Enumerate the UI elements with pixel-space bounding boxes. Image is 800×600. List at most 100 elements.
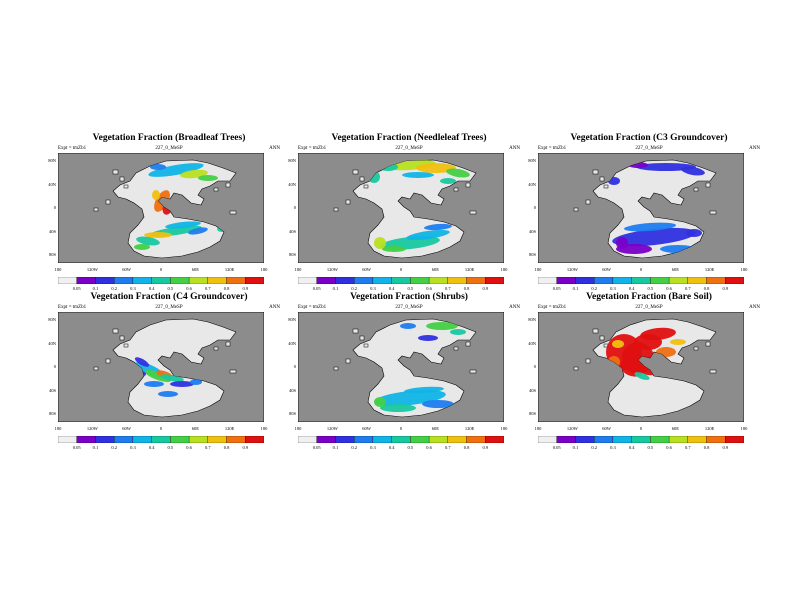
vegetation-patch: [198, 175, 218, 181]
vegetation-field: [374, 322, 466, 412]
vegetation-patch: [422, 400, 454, 408]
island-outline: [585, 358, 591, 364]
colorbar-tick-label: 0.3: [370, 445, 376, 450]
lon-tick-label: 60E: [431, 426, 439, 431]
vegetation-patch: [374, 397, 386, 407]
colorbar-tick-label: 0.2: [351, 445, 357, 450]
lat-tick-label: 80S: [48, 252, 56, 257]
lat-tick-label: 80N: [288, 317, 296, 322]
vegetation-patch: [165, 221, 201, 229]
colorbar-swatch: [485, 436, 504, 443]
colorbar-swatch: [76, 277, 96, 284]
colorbar-swatch: [58, 277, 77, 284]
colorbar-tick-label: 0.6: [426, 286, 432, 291]
vegetation-patch: [450, 329, 466, 335]
colorbar-tick-label: 0.9: [482, 445, 489, 450]
island-outline: [112, 328, 119, 334]
lat-tick-label: 40N: [48, 181, 56, 187]
island-outline: [573, 207, 579, 212]
colorbar-tick-label: 0.7: [205, 286, 211, 291]
lon-tick-label: 120W: [566, 267, 578, 272]
island-outline: [333, 366, 339, 371]
colorbar-swatch: [114, 277, 134, 284]
colorbar-swatch: [687, 277, 707, 284]
island-outline: [352, 328, 359, 334]
colorbar-tick-label: 0.2: [591, 286, 597, 291]
colorbar-swatch: [410, 436, 430, 443]
lon-tick-label: 120E: [464, 426, 475, 431]
vegetation-patch: [190, 379, 202, 385]
island-outline: [705, 182, 711, 188]
vegetation-patch: [134, 244, 150, 250]
vegetation-patch: [144, 232, 172, 238]
colorbar-tick-label: 0.2: [111, 445, 117, 450]
lat-tick-label: 80S: [288, 252, 296, 257]
vegetation-patch: [426, 322, 458, 330]
island-outline: [112, 169, 119, 175]
colorbar-swatch: [594, 277, 614, 284]
colorbar-tick-label: 0.2: [351, 286, 357, 291]
season-label: ANN: [509, 305, 520, 310]
lon-tick-label: 180: [740, 267, 748, 272]
colorbar-swatch: [538, 436, 557, 443]
lon-tick-label: 60W: [122, 267, 132, 272]
vegetation-patch: [612, 227, 696, 247]
run-label: 227_0_MeSP: [155, 146, 183, 151]
colorbar-swatch: [556, 277, 576, 284]
colorbar-swatch: [687, 436, 707, 443]
lat-tick-label: 80N: [528, 317, 536, 322]
colorbar-tick-label: 0.2: [591, 445, 597, 450]
vegetation-patch: [150, 164, 166, 170]
colorbar-tick-label: 0.3: [610, 286, 616, 291]
colorbar-tick-label: 0.9: [722, 445, 729, 450]
season-label: ANN: [749, 146, 760, 151]
island-outline: [469, 210, 477, 215]
colorbar-swatch: [188, 277, 208, 284]
expt-label: Expt = tmZb1: [298, 146, 327, 151]
map-plot: [538, 312, 744, 422]
colorbar-tick-label: 0.2: [111, 286, 117, 291]
colorbar-swatch: [316, 277, 336, 284]
colorbar-tick-label: 0.9: [242, 445, 249, 450]
lat-tick-label: 0: [53, 364, 56, 369]
colorbar-tick-label: 0.8: [703, 445, 710, 450]
colorbar-swatch: [207, 277, 227, 284]
colorbar-swatch: [725, 436, 744, 443]
vegetation-patch: [616, 237, 628, 249]
colorbar-swatch: [226, 277, 246, 284]
vegetation-patch: [380, 404, 416, 412]
expt-label: Expt = tmZb1: [58, 305, 87, 310]
island-outline: [693, 187, 699, 192]
lat-tick-label: 80N: [48, 158, 56, 163]
vegetation-patch: [402, 172, 434, 178]
lon-tick-label: 180: [294, 267, 302, 272]
island-outline: [123, 343, 129, 348]
panel-title: Vegetation Fraction (Bare Soil): [586, 292, 712, 302]
colorbar-swatch: [391, 436, 411, 443]
colorbar-tick-label: 0.4: [148, 445, 155, 450]
lon-tick-label: 120W: [326, 426, 338, 431]
colorbar-tick-label: 0.8: [223, 286, 230, 291]
colorbar-tick-label: 0.8: [463, 445, 470, 450]
vegetation-patch: [418, 335, 438, 341]
vegetation-patch: [374, 237, 386, 249]
colorbar-swatch: [245, 436, 264, 443]
colorbar-tick-label: 0.4: [388, 286, 395, 291]
colorbar: [538, 436, 744, 443]
colorbar-swatch: [76, 436, 96, 443]
colorbar-tick-label: 0.7: [445, 445, 451, 450]
vegetation-patch: [148, 163, 204, 177]
island-outline: [119, 335, 125, 341]
map-plot: [298, 153, 504, 263]
vegetation-patch: [134, 357, 150, 367]
lat-tick-label: 80N: [48, 317, 56, 322]
colorbar-swatch: [428, 436, 448, 443]
colorbar-swatch: [335, 277, 355, 284]
lon-tick-label: 0: [159, 267, 163, 272]
colorbar-swatch: [372, 436, 392, 443]
expt-label: Expt = tmZb1: [298, 305, 327, 310]
lon-tick-label: 180: [500, 267, 508, 272]
lon-tick-label: 120W: [566, 426, 578, 431]
panel-title: Vegetation Fraction (Shrubs): [350, 292, 468, 302]
island-outline: [585, 199, 591, 205]
